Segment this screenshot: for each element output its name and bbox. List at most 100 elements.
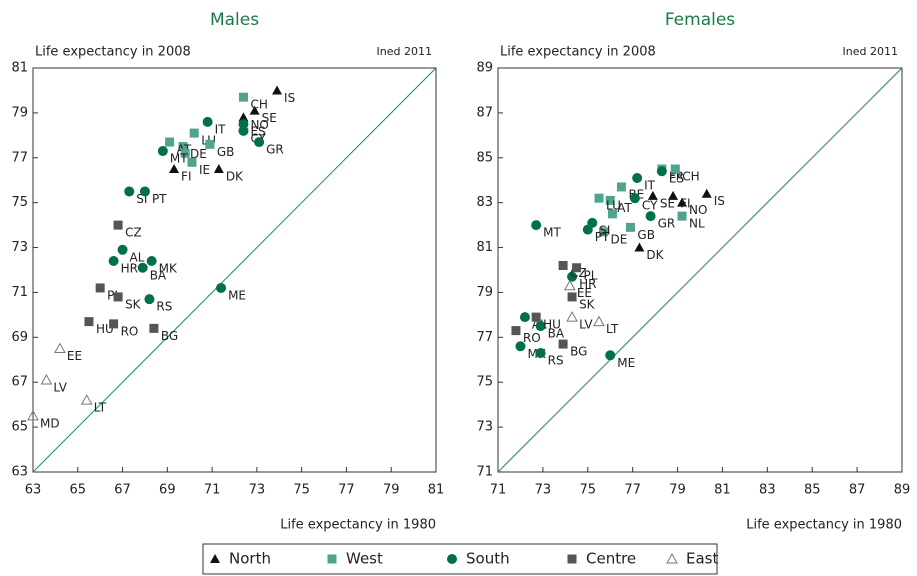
- legend-marker: [666, 552, 678, 564]
- y-tick-label: 71: [476, 465, 493, 480]
- point-label: NO: [250, 118, 268, 132]
- point-label: GB: [637, 228, 655, 242]
- point-label: SK: [125, 297, 142, 311]
- point: [117, 244, 128, 255]
- y-tick-label: 75: [476, 375, 493, 390]
- x-tick-label: 71: [490, 483, 507, 498]
- point: [677, 211, 687, 221]
- point-label: SI: [136, 192, 147, 206]
- point: [213, 164, 224, 173]
- point-label: LV: [579, 318, 593, 332]
- point-label: DK: [226, 170, 244, 184]
- point: [80, 394, 93, 405]
- point: [632, 172, 643, 183]
- diagonal: [497, 67, 903, 473]
- point-label: RO: [121, 324, 139, 338]
- x-tick-label: 73: [249, 483, 266, 498]
- point: [535, 348, 546, 359]
- chart-title: Females: [665, 10, 735, 30]
- x-tick-label: 65: [70, 483, 87, 498]
- point: [139, 186, 150, 197]
- y-tick-label: 79: [11, 105, 28, 120]
- point-label: RO: [523, 331, 541, 345]
- point-label: LT: [94, 401, 107, 415]
- legend-marker: [567, 554, 577, 564]
- point: [124, 186, 135, 197]
- point: [629, 193, 640, 204]
- x-tick-label: 71: [204, 483, 221, 498]
- point: [566, 311, 578, 322]
- point-label: SI: [599, 223, 610, 237]
- note: Ined 2011: [377, 45, 432, 58]
- x-tick-label: 89: [894, 483, 911, 498]
- y-tick-label: 79: [476, 285, 493, 300]
- legend-marker: [447, 554, 457, 564]
- point: [598, 227, 608, 237]
- x-tick-label: 63: [25, 483, 42, 498]
- point: [84, 317, 94, 327]
- point: [645, 211, 656, 222]
- point: [146, 256, 157, 267]
- point: [634, 242, 645, 252]
- y-tick-label: 73: [476, 420, 493, 435]
- point: [656, 166, 667, 177]
- y-tick-label: 65: [11, 420, 28, 435]
- legend-label: North: [229, 550, 271, 568]
- y-tick-label: 89: [476, 61, 493, 76]
- point-label: PT: [152, 192, 167, 206]
- point-label: PT: [595, 230, 610, 244]
- point-label: BG: [161, 329, 178, 343]
- y-tick-label: 77: [476, 330, 493, 345]
- point: [27, 409, 39, 421]
- point: [216, 282, 227, 293]
- point: [563, 279, 576, 291]
- point-label: GB: [217, 145, 235, 159]
- x-tick-label: 77: [624, 483, 641, 498]
- point: [189, 128, 199, 138]
- y-tick-label: 75: [11, 195, 28, 210]
- point-label: GR: [658, 217, 676, 231]
- point-label: HU: [543, 318, 561, 332]
- x-tick-label: 75: [293, 483, 310, 498]
- y-tick-label: 81: [11, 61, 28, 76]
- point-label: AT: [617, 201, 632, 215]
- point-label: MT: [170, 152, 188, 166]
- y-tick-label: 87: [476, 105, 493, 120]
- x-tick-label: 81: [428, 483, 445, 498]
- point: [238, 125, 249, 136]
- point: [511, 326, 521, 336]
- point-label: NL: [689, 217, 705, 231]
- point: [113, 220, 123, 230]
- y-axis-label: Life expectancy in 2008: [35, 45, 191, 60]
- point: [535, 321, 546, 332]
- point-label: CH: [682, 170, 699, 184]
- point-label: ES: [250, 125, 265, 139]
- x-tick-label: 73: [535, 483, 552, 498]
- point: [558, 339, 568, 349]
- point: [625, 222, 635, 232]
- y-tick-label: 73: [11, 240, 28, 255]
- y-tick-label: 63: [11, 465, 28, 480]
- point-label: LV: [53, 380, 67, 394]
- point-label: BA: [548, 327, 565, 341]
- point: [701, 188, 712, 198]
- point-label: RS: [156, 300, 172, 314]
- point: [108, 256, 119, 267]
- point-label: MD: [40, 416, 60, 430]
- x-tick-label: 75: [580, 483, 597, 498]
- point: [558, 261, 568, 271]
- point-label: SE: [262, 111, 277, 125]
- point: [677, 197, 688, 207]
- point: [238, 112, 249, 122]
- legend-box: [202, 543, 718, 575]
- point-label: ME: [617, 356, 635, 370]
- point-label: FI: [181, 170, 191, 184]
- x-tick-label: 87: [849, 483, 866, 498]
- point-label: CZ: [125, 226, 142, 240]
- point: [178, 142, 188, 152]
- point: [515, 341, 526, 352]
- point: [668, 190, 679, 200]
- point: [572, 263, 582, 273]
- point-label: AL: [130, 250, 145, 264]
- legend-marker: [210, 554, 220, 563]
